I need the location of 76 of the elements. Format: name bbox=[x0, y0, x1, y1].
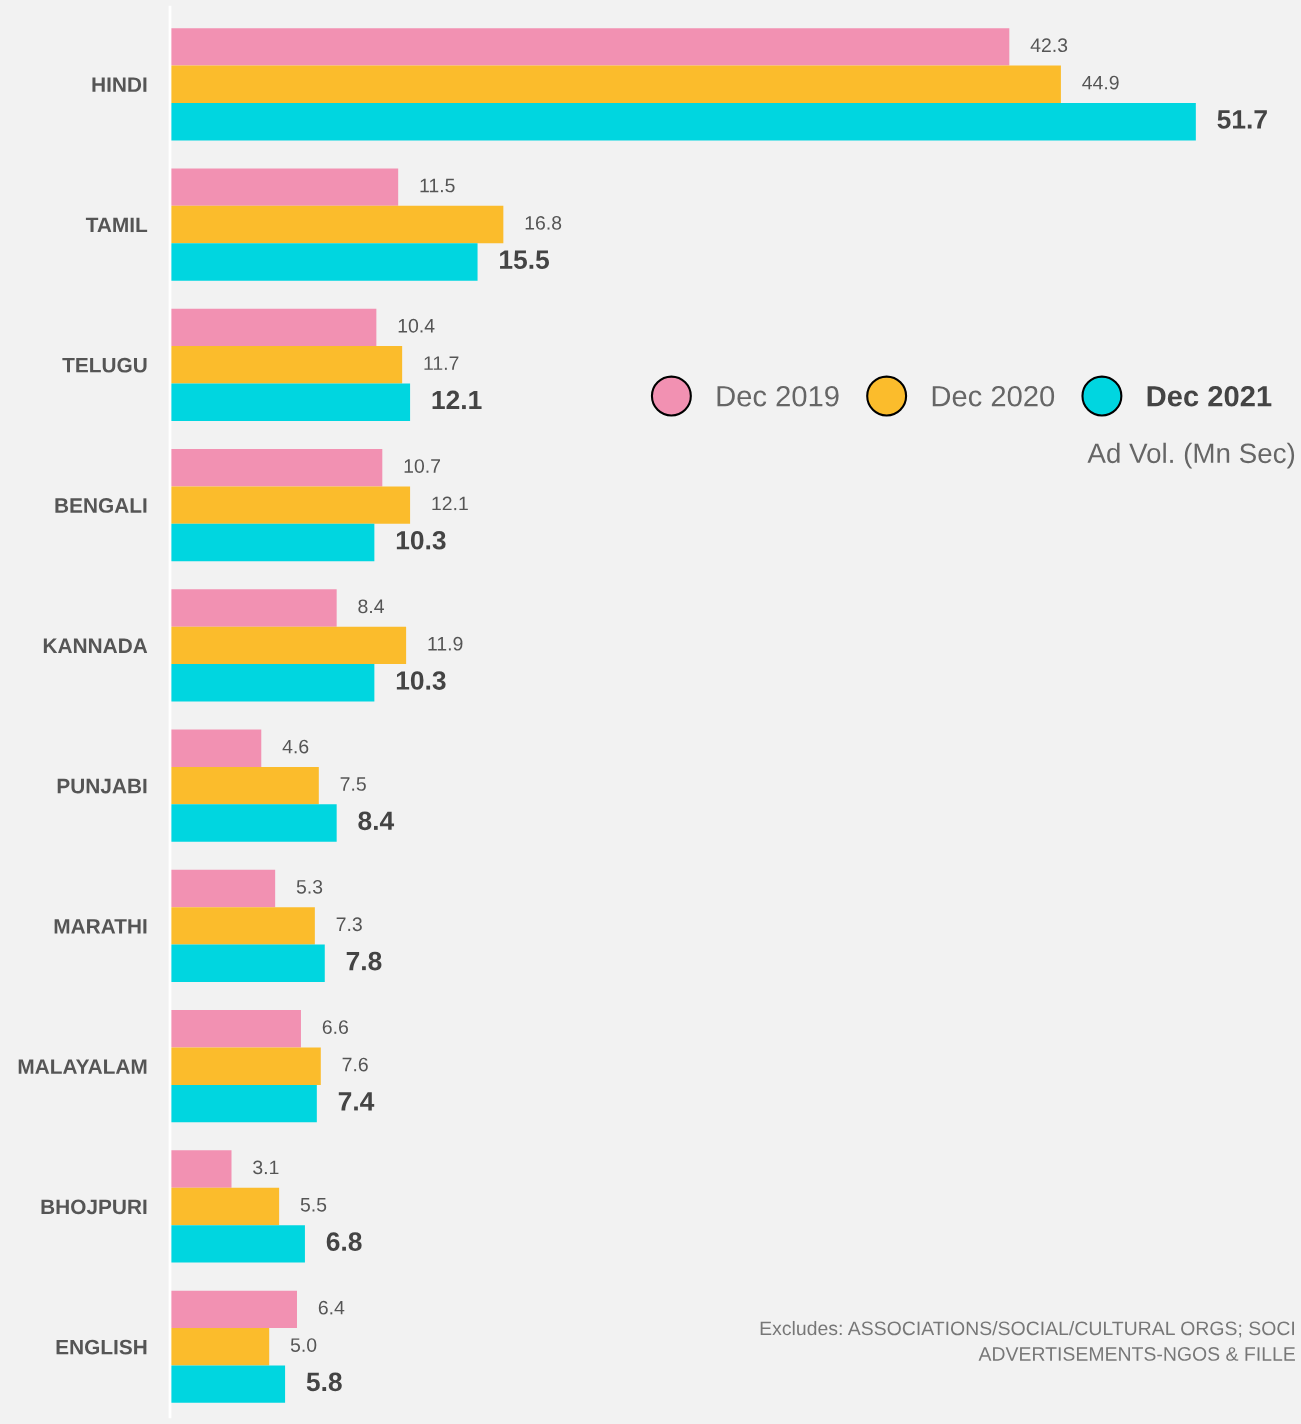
data-label: 8.4 bbox=[358, 599, 384, 614]
legend-label: Dec 2020 bbox=[932, 385, 1055, 407]
data-label: 12.1 bbox=[432, 390, 482, 410]
bar bbox=[170, 1365, 286, 1403]
bar bbox=[170, 448, 383, 487]
bar bbox=[170, 308, 377, 347]
data-label: 15.5 bbox=[500, 250, 550, 270]
bar bbox=[170, 869, 276, 908]
data-label: 11.5 bbox=[420, 178, 455, 193]
bar bbox=[170, 1010, 301, 1048]
bar bbox=[170, 168, 399, 206]
y-tick-label: TAMIL bbox=[85, 217, 148, 233]
bar bbox=[170, 1187, 280, 1226]
data-label: 16.8 bbox=[525, 216, 562, 230]
data-label: 7.6 bbox=[342, 1057, 368, 1072]
y-tick-label: BHOJPURI bbox=[41, 1199, 147, 1215]
data-label: 44.9 bbox=[1082, 75, 1119, 90]
data-label: 4.6 bbox=[282, 739, 309, 754]
y-tick-label: MALAYALAM bbox=[18, 1059, 147, 1074]
annotation: Ad Vol. (Mn Sec) bbox=[1087, 442, 1295, 469]
bar bbox=[170, 1290, 297, 1329]
bar bbox=[170, 205, 504, 244]
legend-label: Dec 2021 bbox=[1147, 385, 1272, 407]
data-label: 10.4 bbox=[398, 318, 435, 333]
data-label: 10.3 bbox=[396, 530, 446, 550]
data-label: 42.3 bbox=[1030, 38, 1068, 53]
annotation: ADVERTISEMENTS-NGOS & FILLE bbox=[978, 1347, 1295, 1361]
data-label: 3.1 bbox=[253, 1160, 279, 1175]
data-label: 7.8 bbox=[346, 951, 382, 971]
data-label: 11.9 bbox=[428, 636, 463, 651]
bar bbox=[170, 804, 337, 842]
y-tick-label: BENGALI bbox=[55, 498, 147, 513]
data-label: 7.4 bbox=[338, 1092, 375, 1111]
y-tick-label: HINDI bbox=[92, 77, 147, 92]
data-label: 5.0 bbox=[290, 1338, 317, 1352]
data-label: 11.7 bbox=[424, 356, 459, 370]
data-label: 7.5 bbox=[340, 777, 366, 791]
y-tick-label: KANNADA bbox=[43, 638, 148, 653]
bar bbox=[170, 664, 375, 702]
legend-label: Dec 2019 bbox=[717, 385, 839, 407]
data-label: 6.4 bbox=[318, 1300, 345, 1315]
data-label: 5.8 bbox=[306, 1372, 342, 1392]
bar bbox=[170, 1047, 321, 1085]
bar bbox=[170, 65, 1061, 103]
data-label: 6.8 bbox=[326, 1232, 362, 1251]
annotation: Excludes: ASSOCIATIONS/SOCIAL/CULTURAL ORGS; SOCI bbox=[760, 1320, 1295, 1338]
bar bbox=[170, 1084, 317, 1123]
bar bbox=[170, 346, 403, 384]
y-tick-label: TELUGU bbox=[62, 357, 147, 373]
bar bbox=[170, 626, 407, 665]
bar bbox=[170, 1150, 232, 1188]
data-label: 6.6 bbox=[322, 1020, 348, 1035]
bar bbox=[170, 523, 375, 562]
bar bbox=[170, 907, 315, 945]
bar bbox=[170, 1328, 270, 1366]
bar bbox=[170, 243, 478, 281]
bar bbox=[170, 28, 1010, 66]
y-tick-label: PUNJABI bbox=[57, 778, 147, 794]
y-tick-label: MARATHI bbox=[54, 919, 147, 934]
data-label: 5.3 bbox=[296, 879, 323, 894]
bar bbox=[170, 102, 1196, 141]
data-label: 7.3 bbox=[336, 917, 362, 932]
data-label: 5.5 bbox=[300, 1198, 327, 1212]
bar bbox=[170, 486, 411, 524]
data-label: 10.3 bbox=[396, 671, 446, 690]
bar bbox=[170, 1225, 305, 1263]
data-label: 8.4 bbox=[358, 811, 395, 831]
bar bbox=[170, 944, 325, 983]
bar bbox=[170, 729, 262, 767]
y-tick-label: ENGLISH bbox=[56, 1339, 147, 1355]
bar bbox=[170, 589, 337, 627]
bar bbox=[170, 766, 319, 805]
data-label: 10.7 bbox=[404, 459, 441, 473]
data-label: 12.1 bbox=[432, 496, 468, 511]
data-label: 51.7 bbox=[1217, 110, 1267, 129]
bar bbox=[170, 383, 411, 421]
